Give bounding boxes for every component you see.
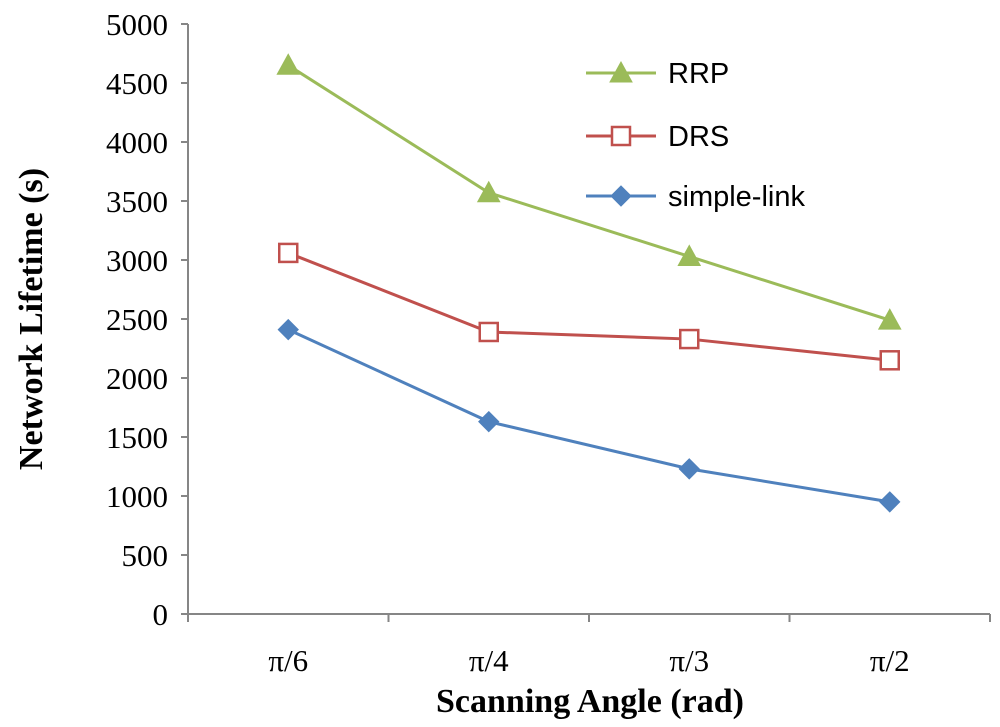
series-drs: [278, 242, 900, 371]
series-layer: [276, 53, 902, 513]
y-tick-label: 1500: [106, 420, 168, 455]
data-point-drs: [679, 328, 700, 350]
data-point-simple-link: [277, 318, 299, 341]
data-point-rrp: [877, 308, 902, 330]
data-point-rrp: [276, 53, 301, 75]
x-tick-label: π/4: [469, 643, 509, 678]
y-tick-label: 3000: [106, 243, 168, 278]
series-rrp: [276, 53, 902, 330]
data-point-rrp: [677, 244, 702, 266]
series-simple-link: [277, 318, 901, 513]
axes: 0 500 1000 1500 2000 2500 3000 3500 4000 4500 5000…: [106, 7, 991, 678]
legend-label: simple-link: [668, 181, 805, 213]
data-point-rrp: [476, 180, 501, 203]
x-tick-label: π/3: [669, 643, 709, 678]
legend-item-simple-link: simple-link: [586, 181, 805, 213]
y-tick-label: 1000: [106, 479, 168, 514]
y-tick-label: 5000: [106, 7, 168, 42]
y-tick-label: 2000: [106, 361, 168, 396]
x-axis-title: Scanning Angle (rad): [436, 683, 744, 720]
legend-item-drs: DRS: [586, 121, 729, 153]
legend-marker: [610, 185, 632, 207]
y-tick-label: 3500: [106, 184, 168, 219]
y-tick-label: 2500: [106, 302, 168, 337]
data-point-simple-link: [879, 491, 901, 513]
series-line-drs: [287, 251, 890, 362]
series-line-rrp: [287, 64, 891, 322]
x-tick-label: π/2: [870, 643, 910, 678]
y-axis-title: Network Lifetime (s): [13, 168, 50, 470]
legend-marker: [609, 60, 633, 83]
legend-item-rrp: RRP: [586, 58, 729, 90]
y-tick-label: 500: [122, 538, 169, 573]
data-point-simple-link: [678, 458, 700, 480]
data-point-drs: [879, 350, 900, 371]
legend-marker: [610, 125, 632, 147]
x-tick-label: π/6: [268, 643, 308, 678]
data-point-drs: [478, 321, 499, 343]
series-line-simple-link: [287, 328, 890, 504]
y-tick-label: 4000: [106, 125, 168, 160]
legend: RRP DRS simple-link: [586, 58, 805, 213]
legend-label: DRS: [668, 121, 729, 153]
data-point-simple-link: [478, 410, 500, 433]
legend-label: RRP: [668, 58, 729, 90]
y-tick-label: 4500: [106, 66, 168, 101]
y-tick-label: 0: [153, 597, 169, 632]
data-point-drs: [278, 242, 299, 264]
